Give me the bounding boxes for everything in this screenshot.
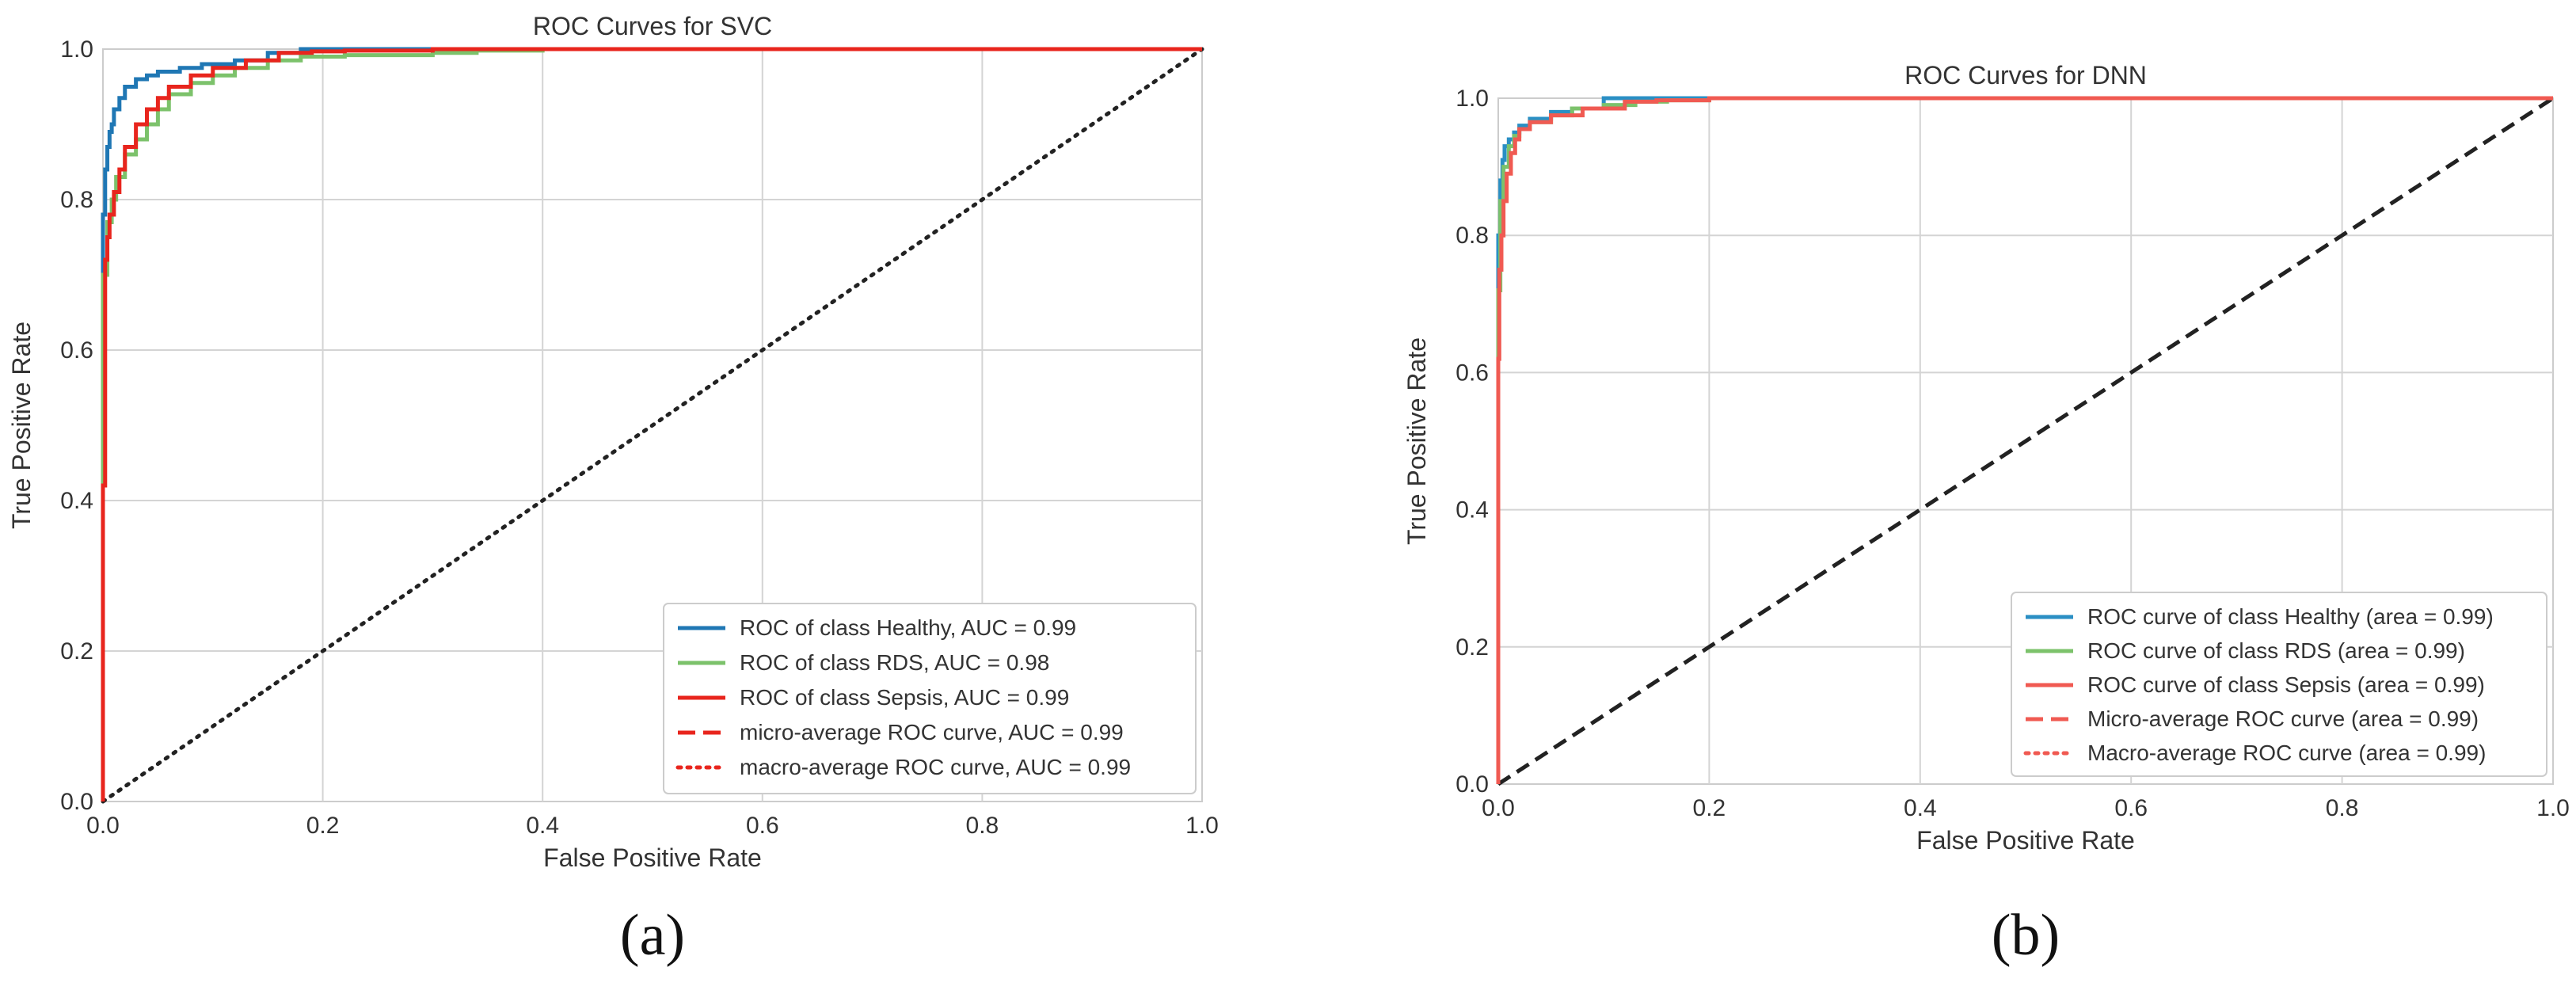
chance-line: [1497, 96, 2555, 786]
x-tick-label: 0.4: [1904, 795, 1937, 821]
x-tick-label: 1.0: [1185, 813, 1219, 839]
legend-entry-label: Micro-average ROC curve (area = 0.99): [2087, 706, 2479, 731]
panel-b-dnn-roc: 0.0 0.2 0.4 0.6 0.8 1.0 0.0 0.2 0.4 0.6 0.8 1.0 RO…: [1402, 61, 2570, 968]
roc-series-line: [1496, 96, 2553, 784]
panel-label-b: (b): [1992, 903, 2060, 968]
roc-series-line: [101, 47, 1202, 802]
legend-entry-label: ROC curve of class Sepsis (area = 0.99): [2087, 672, 2485, 697]
gridlines-a: [103, 49, 1202, 802]
y-tick-label: 0.4: [1455, 497, 1489, 524]
legend-entry-label: ROC of class Healthy, AUC = 0.99: [740, 615, 1076, 640]
legend-entry-label: ROC of class Sepsis, AUC = 0.99: [740, 685, 1069, 710]
legend-entry-label: micro-average ROC curve, AUC = 0.99: [740, 720, 1124, 744]
x-tick-label: 0.0: [1482, 795, 1515, 821]
y-tick-label: 0.8: [60, 187, 93, 213]
x-tick-label: 1.0: [2536, 795, 2570, 821]
legend-entry-label: ROC of class RDS, AUC = 0.98: [740, 650, 1049, 675]
roc-curves-b: [1496, 96, 2553, 784]
legend-entry-label: ROC curve of class Healthy (area = 0.99): [2087, 604, 2494, 629]
chance-diagonal-b: [1497, 96, 2555, 786]
y-tick-label: 0.0: [60, 789, 93, 815]
x-tick-label: 0.0: [86, 813, 120, 839]
legend-frame: [663, 603, 1197, 794]
x-axis-label-b: False Positive Rate: [1916, 826, 2135, 855]
chart-title-a: ROC Curves for SVC: [533, 12, 772, 40]
x-tick-label: 0.2: [1693, 795, 1726, 821]
panel-a-svc-roc: 0.0 0.2 0.4 0.6 0.8 1.0 0.0 0.2 0.4 0.6 0.8 1.0 RO…: [7, 12, 1219, 968]
y-axis-label-b: True Positive Rate: [1402, 337, 1431, 545]
y-tick-labels-a: 0.0 0.2 0.4 0.6 0.8 1.0: [60, 36, 93, 815]
y-tick-label: 0.2: [60, 638, 93, 664]
chance-diagonal-a: [101, 47, 1204, 804]
chance-line: [101, 47, 1204, 804]
x-tick-label: 0.6: [2114, 795, 2148, 821]
x-axis-label-a: False Positive Rate: [543, 843, 762, 872]
x-tick-label: 0.4: [526, 813, 559, 839]
y-tick-label: 0.8: [1455, 223, 1489, 249]
y-tick-label: 0.4: [60, 488, 93, 514]
chart-title-b: ROC Curves for DNN: [1904, 61, 2147, 89]
legend-frame: [2011, 592, 2547, 777]
legend-entry-label: Macro-average ROC curve (area = 0.99): [2087, 741, 2486, 765]
legend-entry-label: macro-average ROC curve, AUC = 0.99: [740, 755, 1131, 779]
y-axis-label-a: True Positive Rate: [7, 322, 36, 529]
panel-label-a: (a): [620, 903, 685, 968]
legend-entry-label: ROC curve of class RDS (area = 0.99): [2087, 638, 2465, 663]
y-tick-label: 1.0: [60, 36, 93, 63]
roc-curves-a: [101, 47, 1202, 802]
x-tick-labels-a: 0.0 0.2 0.4 0.6 0.8 1.0: [86, 813, 1219, 839]
y-tick-label: 1.0: [1455, 86, 1489, 112]
y-tick-label: 0.0: [1455, 771, 1489, 798]
y-tick-label: 0.6: [1455, 360, 1489, 386]
x-tick-label: 0.2: [306, 813, 340, 839]
x-tick-labels-b: 0.0 0.2 0.4 0.6 0.8 1.0: [1482, 795, 2570, 821]
legend-a: ROC of class Healthy, AUC = 0.99 ROC of c…: [663, 603, 1197, 794]
x-tick-label: 0.6: [746, 813, 779, 839]
y-tick-labels-b: 0.0 0.2 0.4 0.6 0.8 1.0: [1455, 86, 1489, 798]
y-tick-label: 0.2: [1455, 634, 1489, 661]
x-tick-label: 0.8: [2326, 795, 2359, 821]
y-tick-label: 0.6: [60, 337, 93, 364]
x-tick-label: 0.8: [966, 813, 999, 839]
legend-b: ROC curve of class Healthy (area = 0.99)…: [2011, 592, 2547, 777]
